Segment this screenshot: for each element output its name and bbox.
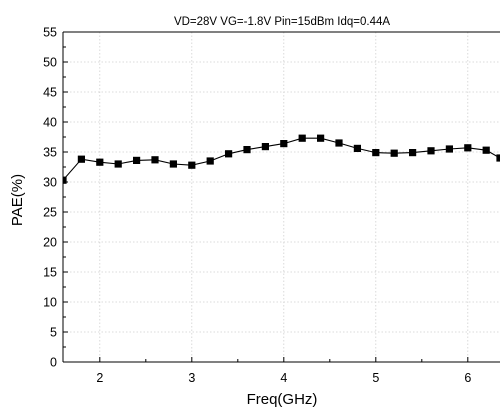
data-point-marker [77, 155, 85, 163]
data-point-marker [335, 139, 343, 147]
chart-title: VD=28V VG=-1.8V Pin=15dBm Idq=0.44A [174, 16, 390, 28]
x-tick-label: 3 [188, 371, 195, 385]
series [63, 134, 500, 184]
data-point-marker [427, 147, 435, 155]
grid-lines [63, 31, 500, 362]
data-point-marker [390, 149, 398, 157]
y-tick-label: 25 [43, 206, 57, 220]
x-tick-label: 6 [464, 371, 471, 385]
data-point-marker [225, 150, 233, 158]
data-point-marker [169, 160, 177, 168]
y-tick-label: 55 [43, 26, 57, 40]
data-point-marker [96, 158, 104, 166]
x-axis-title: Freq(GHz) [247, 391, 318, 408]
data-point-marker [280, 140, 288, 148]
y-tick-label: 50 [43, 56, 57, 70]
data-point-marker [243, 146, 251, 154]
axes [62, 31, 500, 363]
data-point-marker [63, 176, 67, 184]
y-tick-label: 30 [43, 176, 57, 190]
x-tick-label: 2 [96, 371, 103, 385]
data-point-marker [188, 161, 196, 169]
y-tick-label: 35 [43, 146, 57, 160]
y-tick-label: 0 [50, 356, 57, 370]
data-point-marker [496, 154, 500, 162]
y-tick-label: 20 [43, 236, 57, 250]
data-point-marker [114, 160, 122, 168]
y-tick-label: 45 [43, 86, 57, 100]
data-point-marker [151, 156, 159, 164]
x-tick-label: 4 [280, 371, 287, 385]
data-point-marker [445, 145, 453, 153]
y-tick-label: 5 [50, 326, 57, 340]
y-axis-ticks: 0 5 10 15 20 25 30 35 40 45 50 55 [43, 26, 68, 370]
data-point-marker [409, 149, 417, 157]
y-tick-label: 10 [43, 296, 57, 310]
data-point-marker [206, 157, 214, 165]
data-point-marker [482, 146, 490, 154]
data-point-marker [464, 144, 472, 152]
data-point-marker [317, 134, 325, 142]
data-point-marker [261, 143, 269, 151]
x-axis-ticks: 2 3 4 5 6 [96, 357, 471, 385]
y-axis-title: PAE(%) [9, 174, 26, 226]
data-point-marker [298, 134, 306, 142]
y-tick-label: 40 [43, 116, 57, 130]
data-point-marker [372, 149, 380, 157]
data-point-marker [353, 144, 361, 152]
x-tick-label: 5 [372, 371, 379, 385]
data-point-marker [133, 156, 141, 164]
y-tick-label: 15 [43, 266, 57, 280]
